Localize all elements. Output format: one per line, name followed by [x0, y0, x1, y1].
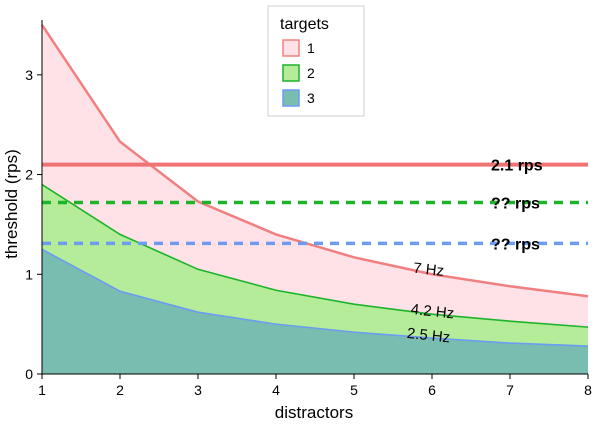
legend-title: targets: [280, 16, 329, 33]
legend-label-3: 3: [307, 90, 315, 106]
hline-label-3: ?? rps: [491, 236, 540, 253]
line-series-2: [41, 183, 589, 328]
legend-swatch-2: [282, 64, 300, 82]
y-tick-label-1: 1: [25, 266, 33, 282]
x-tick-label-6: 6: [428, 382, 436, 398]
x-tick-label-2: 2: [116, 382, 124, 398]
curve-label-3: 2.5 Hz: [406, 325, 451, 346]
x-tick-label-1: 1: [38, 382, 46, 398]
curve-layer: [40, 24, 589, 347]
hline-label-2: ?? rps: [491, 195, 540, 212]
legend-swatch-1: [282, 39, 300, 57]
curve-labels: 7 Hz 4.2 Hz 2.5 Hz: [406, 260, 455, 347]
threshold-lines: 2.1 rps ?? rps ?? rps: [42, 158, 588, 253]
legend-items: 1 2 3: [282, 39, 315, 107]
line-series-1: [40, 24, 589, 298]
x-tick-label-3: 3: [194, 382, 202, 398]
x-tick-label-8: 8: [584, 382, 592, 398]
x-tick-label-5: 5: [350, 382, 358, 398]
x-tick-label-4: 4: [272, 382, 280, 398]
legend-label-1: 1: [307, 40, 315, 56]
legend: targets 1 2 3: [267, 5, 365, 117]
y-ticks: 0 1 2 3: [25, 67, 42, 382]
y-tick-label-2: 2: [25, 167, 33, 183]
x-tick-label-7: 7: [506, 382, 514, 398]
legend-label-2: 2: [307, 65, 315, 81]
curve-label-1: 7 Hz: [412, 260, 444, 280]
x-axis-title: distractors: [275, 403, 353, 422]
area-layer: [42, 24, 588, 375]
line-series-3: [41, 248, 589, 347]
y-tick-label-0: 0: [25, 366, 33, 382]
legend-swatch-3: [282, 89, 300, 107]
y-tick-label-3: 3: [25, 67, 33, 83]
area-series-3: [42, 249, 588, 374]
hline-label-1: 2.1 rps: [491, 158, 543, 175]
y-axis-title: threshold (rps): [2, 149, 21, 259]
x-ticks: 1 2 3 4 5 6 7 8: [38, 374, 592, 398]
curve-label-2: 4.2 Hz: [410, 301, 455, 322]
